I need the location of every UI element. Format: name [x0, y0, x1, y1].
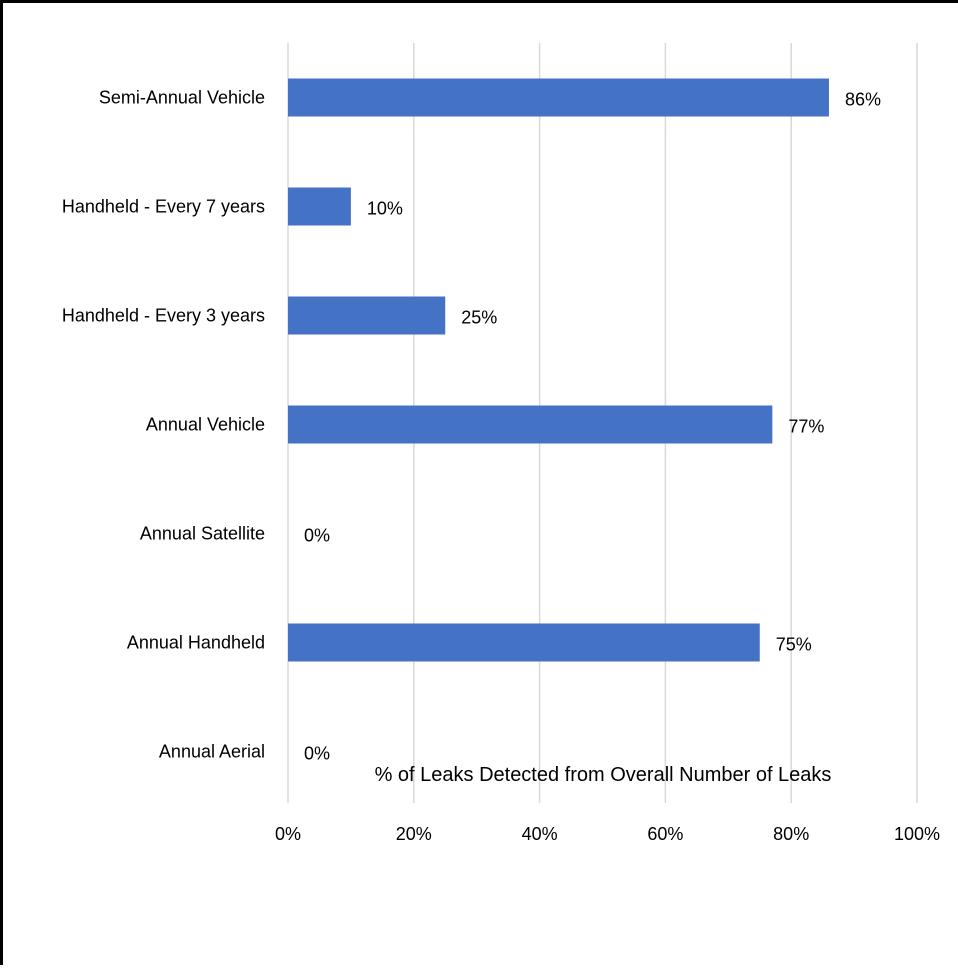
category-label: Handheld - Every 7 years — [62, 197, 265, 217]
bar-chart: Semi-Annual Vehicle Handheld - Every 7 ye… — [62, 43, 940, 844]
data-label: 75% — [776, 635, 812, 655]
bar — [288, 405, 773, 444]
x-tick-label: 100% — [894, 824, 940, 844]
bar — [288, 296, 446, 335]
x-tick-label: 60% — [647, 824, 683, 844]
bar — [288, 623, 760, 662]
x-tick-label: 0% — [275, 824, 301, 844]
category-labels: Semi-Annual Vehicle Handheld - Every 7 ye… — [62, 88, 265, 762]
x-tick-labels: 0% 20% 40% 60% 80% 100% — [275, 824, 940, 844]
category-label: Annual Handheld — [127, 633, 265, 653]
data-label: 77% — [788, 417, 824, 437]
category-label: Annual Satellite — [140, 524, 265, 544]
x-tick-label: 80% — [773, 824, 809, 844]
data-label: 0% — [304, 526, 330, 546]
data-label: 0% — [304, 744, 330, 764]
bars — [288, 78, 829, 662]
bar — [288, 78, 829, 117]
data-label: 25% — [461, 308, 497, 328]
category-label: Annual Vehicle — [146, 415, 265, 435]
x-axis-title: % of Leaks Detected from Overall Number … — [375, 764, 832, 786]
x-tick-label: 40% — [522, 824, 558, 844]
category-label: Semi-Annual Vehicle — [99, 88, 265, 108]
category-label: Annual Aerial — [159, 742, 265, 762]
data-label: 10% — [367, 199, 403, 219]
data-label: 86% — [845, 90, 881, 110]
data-labels: 86% 10% 25% 77% 0% 75% 0% — [304, 90, 881, 764]
bar — [288, 187, 351, 226]
x-tick-label: 20% — [396, 824, 432, 844]
category-label: Handheld - Every 3 years — [62, 306, 265, 326]
